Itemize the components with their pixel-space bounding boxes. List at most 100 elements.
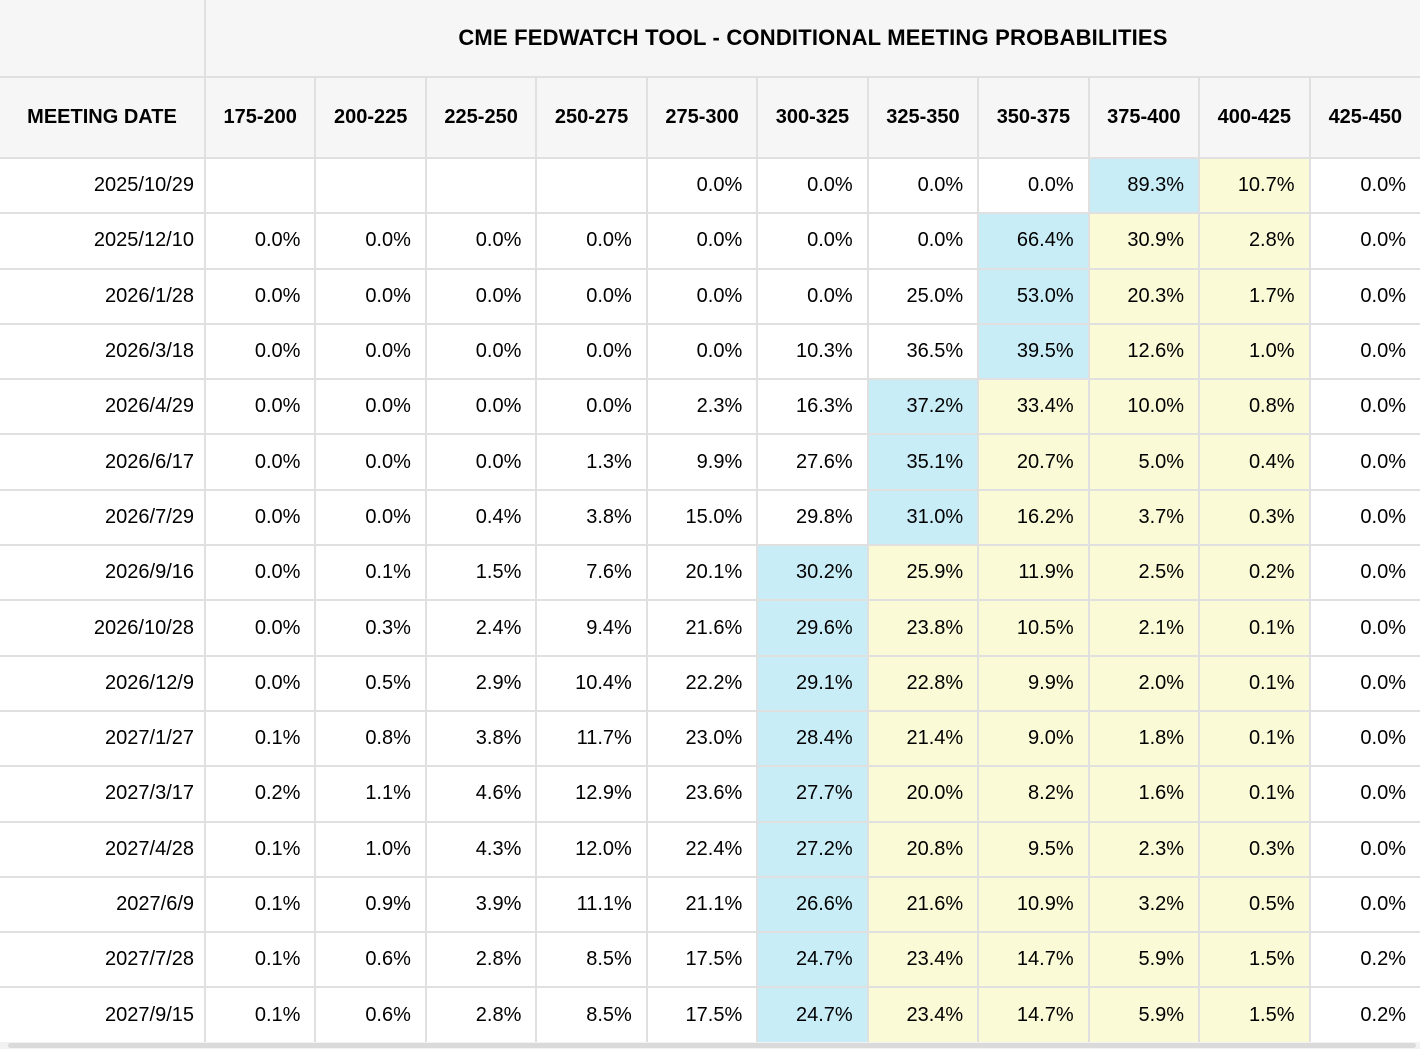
column-header-425-450: 425-450 <box>1308 76 1420 159</box>
probability-cell: 21.4% <box>866 709 980 768</box>
title-row: CME FEDWATCH TOOL - CONDITIONAL MEETING … <box>0 0 1420 78</box>
probability-cell: 1.5% <box>424 544 538 602</box>
meeting-date-cell: 2026/10/28 <box>0 599 206 657</box>
probability-cell <box>535 156 648 215</box>
probability-cell: 23.4% <box>866 986 980 1044</box>
probability-cell: 25.9% <box>866 544 980 602</box>
table-row: 2026/1/28 0.0% 0.0% 0.0% 0.0% 0.0% 0.0% 25.0% 53… <box>0 267 1420 325</box>
probability-cell: 9.4% <box>535 599 648 657</box>
meeting-date-cell: 2026/3/18 <box>0 322 206 381</box>
probability-cell: 27.6% <box>756 433 869 491</box>
probability-cell: 8.2% <box>977 765 1090 823</box>
probability-cell: 30.9% <box>1087 212 1201 270</box>
probability-cell: 0.1% <box>1198 599 1311 657</box>
probability-cell: 29.6% <box>756 599 869 657</box>
meeting-date-cell: 2027/3/17 <box>0 765 206 823</box>
probability-cell: 0.3% <box>314 599 427 657</box>
probability-cell: 0.0% <box>424 322 538 381</box>
probability-cell: 2.4% <box>424 599 538 657</box>
probability-cell: 22.2% <box>645 654 759 712</box>
meeting-date-cell: 2026/6/17 <box>0 433 206 491</box>
probability-cell: 0.0% <box>866 212 980 270</box>
probability-cell: 89.3% <box>1087 156 1201 215</box>
probability-cell: 21.6% <box>645 599 759 657</box>
horizontal-scrollbar[interactable] <box>0 1042 1420 1049</box>
probability-cell: 9.5% <box>977 820 1090 878</box>
probability-cell: 0.6% <box>314 931 427 989</box>
probability-cell: 0.0% <box>203 267 317 325</box>
probability-cell: 0.0% <box>203 322 317 381</box>
probability-cell: 8.5% <box>535 931 648 989</box>
probability-cell: 1.7% <box>1198 267 1311 325</box>
table-row: 2026/10/28 0.0% 0.3% 2.4% 9.4% 21.6% 29.6% 23.8… <box>0 599 1420 657</box>
probability-cell: 23.0% <box>645 709 759 768</box>
probability-cell: 12.6% <box>1087 322 1201 381</box>
probability-cell: 10.5% <box>977 599 1090 657</box>
table-row: 2027/7/28 0.1% 0.6% 2.8% 8.5% 17.5% 24.7% 23.4%… <box>0 931 1420 989</box>
probability-cell: 3.8% <box>424 709 538 768</box>
probability-cell: 0.0% <box>1308 765 1420 823</box>
probability-cell: 7.6% <box>535 544 648 602</box>
meeting-date-cell: 2026/1/28 <box>0 267 206 325</box>
probability-cell: 0.0% <box>314 322 427 381</box>
probability-cell: 26.6% <box>756 875 869 934</box>
probability-cell: 0.1% <box>203 709 317 768</box>
probability-cell: 36.5% <box>866 322 980 381</box>
probability-cell: 0.0% <box>645 267 759 325</box>
meeting-date-cell: 2025/12/10 <box>0 212 206 270</box>
probability-cell: 0.0% <box>1308 599 1420 657</box>
probability-cell: 0.0% <box>314 488 427 547</box>
probability-cell: 0.4% <box>1198 433 1311 491</box>
probability-cell: 0.0% <box>314 433 427 491</box>
table-row: 2026/7/29 0.0% 0.0% 0.4% 3.8% 15.0% 29.8% 31.0%… <box>0 488 1420 547</box>
probability-cell: 0.1% <box>203 931 317 989</box>
probability-cell: 0.0% <box>1308 322 1420 381</box>
probability-cell: 0.1% <box>1198 654 1311 712</box>
probability-cell: 23.4% <box>866 931 980 989</box>
probability-cell: 12.0% <box>535 820 648 878</box>
probability-cell: 0.0% <box>203 654 317 712</box>
meeting-date-cell: 2027/7/28 <box>0 931 206 989</box>
column-header-400-425: 400-425 <box>1198 76 1311 159</box>
probability-cell: 0.1% <box>203 875 317 934</box>
probability-cell: 0.1% <box>203 820 317 878</box>
probability-cell: 0.0% <box>1308 433 1420 491</box>
table-row: 2025/10/29 0.0% 0.0% 0.0% 0.0% 89.3% 10.7% 0.0% <box>0 156 1420 215</box>
probability-cell <box>203 156 317 215</box>
probability-cell: 27.2% <box>756 820 869 878</box>
column-header-175-200: 175-200 <box>203 76 317 159</box>
probability-cell <box>424 156 538 215</box>
probability-cell: 0.6% <box>314 986 427 1044</box>
probability-cell: 9.9% <box>645 433 759 491</box>
probability-cell: 20.0% <box>866 765 980 823</box>
probability-cell: 53.0% <box>977 267 1090 325</box>
meeting-date-cell: 2027/1/27 <box>0 709 206 768</box>
corner-cell <box>0 0 206 78</box>
probability-cell: 0.0% <box>1308 212 1420 270</box>
probability-cell: 29.1% <box>756 654 869 712</box>
probability-cell: 2.3% <box>645 378 759 436</box>
meeting-date-cell: 2026/7/29 <box>0 488 206 547</box>
probability-cell: 0.0% <box>203 544 317 602</box>
probability-cell: 12.9% <box>535 765 648 823</box>
probability-cell: 0.0% <box>314 378 427 436</box>
probability-cell: 2.1% <box>1087 599 1201 657</box>
probability-cell: 0.0% <box>424 378 538 436</box>
probability-cell: 14.7% <box>977 986 1090 1044</box>
probability-cell: 0.2% <box>1308 931 1420 989</box>
probability-cell: 0.0% <box>535 378 648 436</box>
probability-cell: 1.0% <box>1198 322 1311 381</box>
probability-cell: 1.3% <box>535 433 648 491</box>
column-header-300-325: 300-325 <box>756 76 869 159</box>
probability-cell: 30.2% <box>756 544 869 602</box>
probability-cell: 29.8% <box>756 488 869 547</box>
probability-cell: 0.0% <box>756 212 869 270</box>
table-row: 2026/9/16 0.0% 0.1% 1.5% 7.6% 20.1% 30.2% 25.9%… <box>0 544 1420 602</box>
probability-cell: 35.1% <box>866 433 980 491</box>
scrollbar-thumb[interactable] <box>8 1043 1416 1048</box>
probability-cell: 31.0% <box>866 488 980 547</box>
table-row: 2027/3/17 0.2% 1.1% 4.6% 12.9% 23.6% 27.7% 20.0… <box>0 765 1420 823</box>
probability-cell: 0.0% <box>203 599 317 657</box>
probability-cell: 0.0% <box>1308 156 1420 215</box>
